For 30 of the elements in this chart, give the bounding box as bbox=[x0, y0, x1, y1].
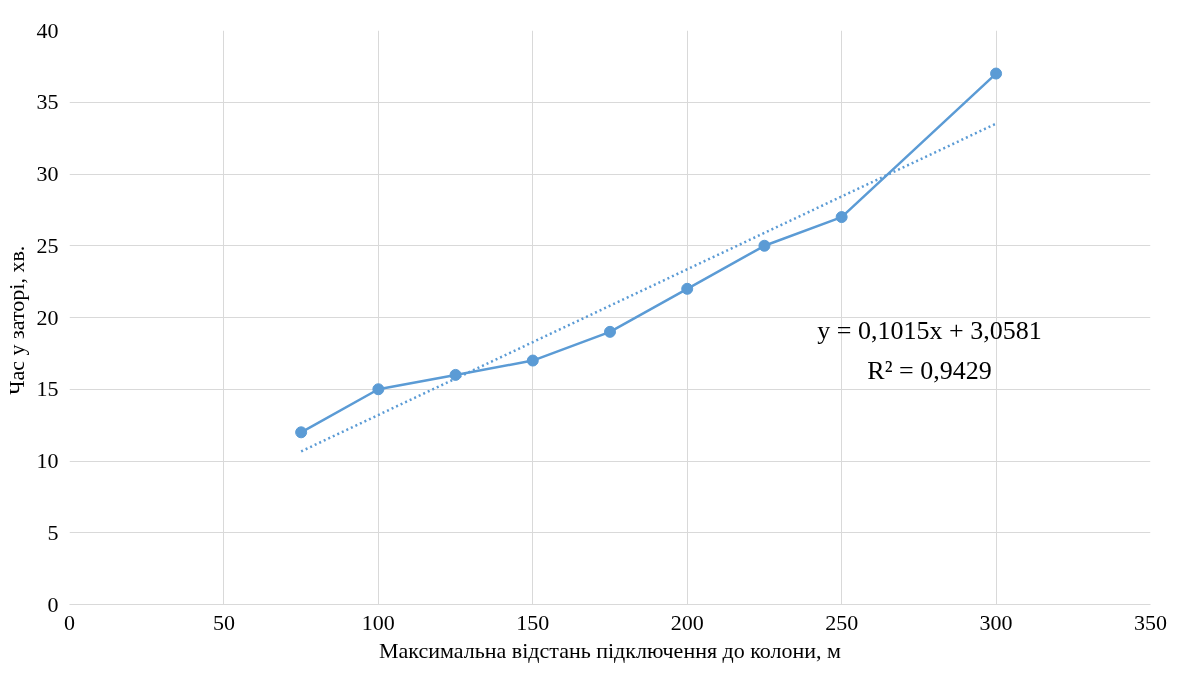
x-tick-label: 0 bbox=[64, 609, 75, 635]
x-tick-label: 50 bbox=[212, 609, 235, 635]
y-tick-label: 35 bbox=[36, 89, 59, 115]
y-tick-label: 40 bbox=[36, 17, 59, 43]
point bbox=[526, 354, 539, 367]
y-tick-label: 10 bbox=[36, 448, 59, 473]
y-tick-label: 0 bbox=[47, 591, 59, 617]
x-tick-label: 300 bbox=[979, 609, 1013, 635]
point bbox=[835, 211, 848, 224]
x-axis-title: Максимальна відстань підключення до колони, м bbox=[379, 637, 842, 663]
point bbox=[990, 67, 1003, 80]
y-axis-title: Час у заторі, хв. bbox=[3, 245, 29, 395]
x-tick-label: 150 bbox=[516, 609, 550, 635]
x-tick-label: 250 bbox=[825, 609, 859, 635]
y-tick-label: 20 bbox=[36, 304, 59, 330]
annotation: R² = 0,9429 bbox=[867, 355, 992, 385]
point bbox=[295, 426, 308, 439]
x-tick-label: 350 bbox=[1134, 609, 1167, 635]
point bbox=[449, 368, 462, 381]
x-tick-label: 200 bbox=[670, 609, 704, 635]
y-tick-label: 15 bbox=[36, 376, 59, 402]
y-tick-label: 5 bbox=[47, 519, 59, 545]
y-tick-label: 30 bbox=[36, 161, 59, 186]
point bbox=[604, 325, 616, 338]
point bbox=[758, 239, 771, 252]
point bbox=[372, 383, 385, 396]
y-tick-label: 25 bbox=[36, 232, 59, 258]
point bbox=[681, 282, 694, 295]
x-tick-label: 100 bbox=[361, 609, 395, 635]
annotation: y = 0,1015x + 3,0581 bbox=[817, 315, 1042, 345]
